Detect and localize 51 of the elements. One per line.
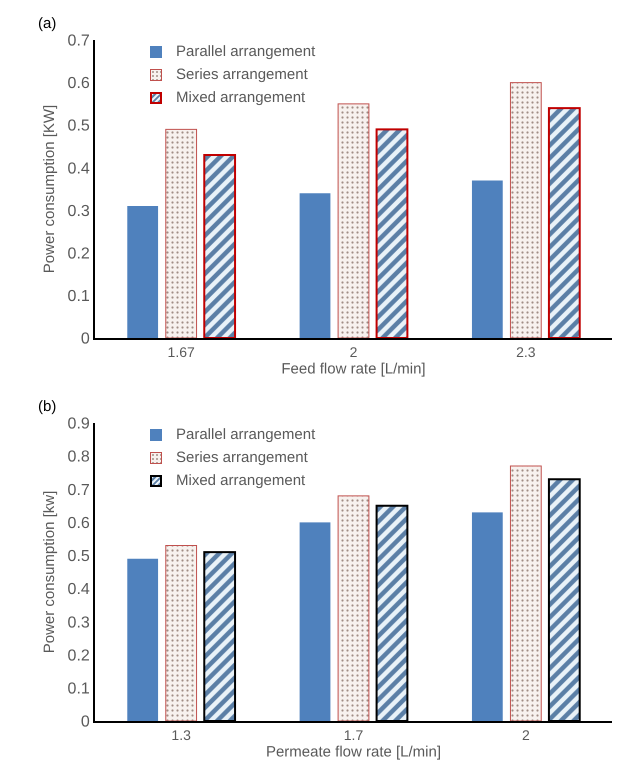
bar xyxy=(376,128,408,338)
bar xyxy=(338,495,370,721)
legend-label: Parallel arrangement xyxy=(176,425,316,445)
y-tick-label: 0.2 xyxy=(68,245,90,262)
y-tick-label: 0.3 xyxy=(68,202,90,220)
legend-label: Mixed arrangement xyxy=(176,471,306,491)
legend-label: Parallel arrangement xyxy=(176,42,316,62)
y-tick-label: 0 xyxy=(80,330,90,348)
bar xyxy=(165,128,198,338)
y-axis-title: Power consumption [kw] xyxy=(41,490,58,654)
x-tick-label: 2 xyxy=(522,726,530,743)
y-tick-label: 0.6 xyxy=(68,514,90,532)
text: (b) xyxy=(38,398,56,415)
y-tick-label: 0.6 xyxy=(68,75,90,92)
y-tick-label: 0.4 xyxy=(68,581,90,598)
bar xyxy=(127,206,158,338)
legend-label: Series arrangement xyxy=(176,65,308,85)
y-tick-label: 0.1 xyxy=(68,288,90,306)
y-tick-label: 0.5 xyxy=(68,548,90,566)
y-tick-label: 0.7 xyxy=(68,32,90,50)
legend-label: Mixed arrangement xyxy=(176,88,306,108)
bar xyxy=(165,545,198,721)
bar xyxy=(472,180,503,338)
x-axis-title: Permeate flow rate [L/min] xyxy=(266,743,442,760)
y-tick-label: 0.8 xyxy=(68,448,90,466)
y-axis-title: Power consumption [KW] xyxy=(41,104,58,274)
y-tick-label: 0.7 xyxy=(68,482,90,499)
x-tick-label: 1.3 xyxy=(171,726,192,743)
x-axis-title: Feed flow rate [L/min] xyxy=(281,360,426,378)
bar xyxy=(127,558,158,721)
y-tick-label: 0.9 xyxy=(68,416,90,433)
bar xyxy=(510,466,542,721)
legend-label: Series arrangement xyxy=(176,448,308,468)
bar xyxy=(548,107,581,338)
y-tick-label: 0.5 xyxy=(68,118,90,135)
y-tick-label: 0.2 xyxy=(68,647,90,664)
bar xyxy=(472,512,503,721)
x-tick-label: 2.3 xyxy=(516,344,536,360)
y-tick-label: 0.3 xyxy=(68,614,90,632)
bar xyxy=(510,82,542,338)
bar xyxy=(338,103,370,338)
x-tick-label: 2 xyxy=(350,344,358,360)
x-tick-label: 1.67 xyxy=(168,344,196,360)
y-tick-label: 0 xyxy=(80,714,90,731)
y-tick-label: 0.1 xyxy=(68,680,90,698)
bar xyxy=(300,193,330,338)
y-tick-label: 0.4 xyxy=(68,160,90,178)
bar xyxy=(300,522,330,721)
x-tick-label: 1.7 xyxy=(344,726,364,743)
text: (a) xyxy=(38,15,56,32)
bar xyxy=(203,154,236,338)
